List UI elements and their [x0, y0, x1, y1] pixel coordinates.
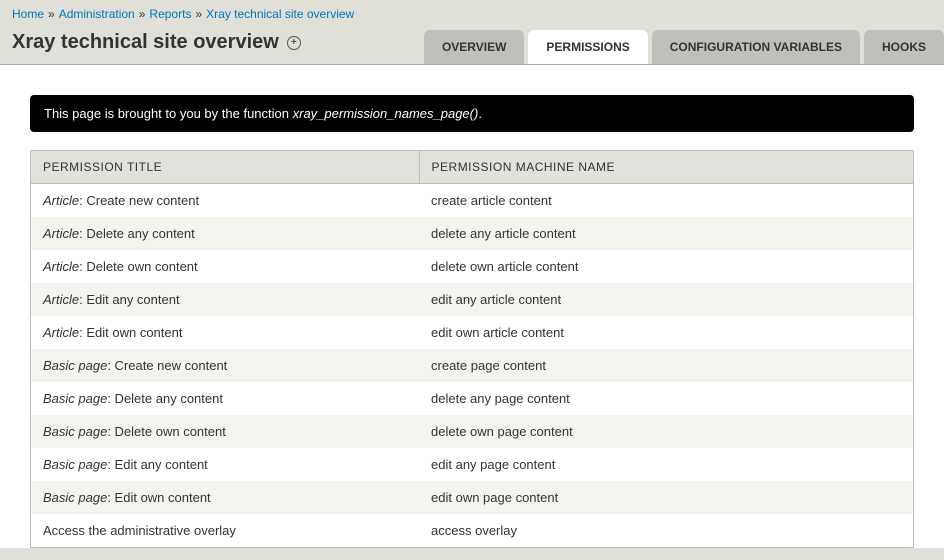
- table-row: Article: Delete own contentdelete own ar…: [31, 250, 914, 283]
- banner-prefix: This page is brought to you by the funct…: [44, 106, 293, 121]
- table-row: Article: Create new contentcreate articl…: [31, 184, 914, 218]
- permission-title-cell: Basic page: Delete any content: [31, 382, 420, 415]
- permission-prefix: Article: [43, 193, 79, 208]
- permission-machine-cell: delete own page content: [419, 415, 913, 448]
- permission-title-cell: Article: Delete own content: [31, 250, 420, 283]
- permission-machine-cell: edit own page content: [419, 481, 913, 514]
- table-row: Article: Edit own contentedit own articl…: [31, 316, 914, 349]
- permission-machine-cell: access overlay: [419, 514, 913, 548]
- tab-overview[interactable]: OVERVIEW: [424, 30, 524, 64]
- table-row: Basic page: Edit any contentedit any pag…: [31, 448, 914, 481]
- permission-machine-cell: create page content: [419, 349, 913, 382]
- page-title: Xray technical site overview +: [12, 27, 301, 64]
- breadcrumb-link[interactable]: Administration: [59, 7, 135, 21]
- permission-prefix: Basic page: [43, 424, 107, 439]
- permission-title-cell: Article: Edit own content: [31, 316, 420, 349]
- permission-title-cell: Article: Delete any content: [31, 217, 420, 250]
- breadcrumb: Home»Administration»Reports»Xray technic…: [12, 7, 932, 21]
- column-header-title[interactable]: PERMISSION TITLE: [31, 151, 420, 184]
- table-row: Basic page: Create new contentcreate pag…: [31, 349, 914, 382]
- banner-suffix: .: [478, 106, 482, 121]
- permission-title-cell: Basic page: Create new content: [31, 349, 420, 382]
- permission-prefix: Basic page: [43, 457, 107, 472]
- banner-function: xray_permission_names_page(): [293, 106, 479, 121]
- tab-hooks[interactable]: HOOKS: [864, 30, 944, 64]
- expand-icon[interactable]: +: [287, 36, 301, 50]
- info-banner: This page is brought to you by the funct…: [30, 95, 914, 132]
- permission-title-cell: Basic page: Edit own content: [31, 481, 420, 514]
- table-row: Basic page: Delete own contentdelete own…: [31, 415, 914, 448]
- permission-prefix: Basic page: [43, 391, 107, 406]
- permission-machine-cell: delete any article content: [419, 217, 913, 250]
- permission-title-cell: Basic page: Delete own content: [31, 415, 420, 448]
- permission-prefix: Basic page: [43, 358, 107, 373]
- tabs: OVERVIEWPERMISSIONSCONFIGURATION VARIABL…: [424, 30, 944, 64]
- permission-machine-cell: edit any page content: [419, 448, 913, 481]
- breadcrumb-link[interactable]: Xray technical site overview: [206, 7, 354, 21]
- column-header-machine[interactable]: PERMISSION MACHINE NAME: [419, 151, 913, 184]
- permission-machine-cell: delete any page content: [419, 382, 913, 415]
- content-area: This page is brought to you by the funct…: [0, 65, 944, 548]
- topbar: Home»Administration»Reports»Xray technic…: [0, 0, 944, 25]
- permission-title-cell: Article: Edit any content: [31, 283, 420, 316]
- permission-title-cell: Article: Create new content: [31, 184, 420, 218]
- tab-permissions[interactable]: PERMISSIONS: [528, 30, 647, 64]
- breadcrumb-separator: »: [139, 7, 146, 21]
- permission-machine-cell: create article content: [419, 184, 913, 218]
- permission-title-cell: Basic page: Edit any content: [31, 448, 420, 481]
- table-row: Article: Delete any contentdelete any ar…: [31, 217, 914, 250]
- permissions-table: PERMISSION TITLE PERMISSION MACHINE NAME…: [30, 150, 914, 548]
- permission-machine-cell: edit any article content: [419, 283, 913, 316]
- permission-machine-cell: edit own article content: [419, 316, 913, 349]
- table-row: Article: Edit any contentedit any articl…: [31, 283, 914, 316]
- breadcrumb-link[interactable]: Home: [12, 7, 44, 21]
- breadcrumb-link[interactable]: Reports: [149, 7, 191, 21]
- table-row: Access the administrative overlayaccess …: [31, 514, 914, 548]
- permission-title-cell: Access the administrative overlay: [31, 514, 420, 548]
- permission-prefix: Article: [43, 292, 79, 307]
- header-row: Xray technical site overview + OVERVIEWP…: [0, 25, 944, 65]
- breadcrumb-separator: »: [195, 7, 202, 21]
- table-row: Basic page: Edit own contentedit own pag…: [31, 481, 914, 514]
- breadcrumb-separator: »: [48, 7, 55, 21]
- permission-prefix: Article: [43, 226, 79, 241]
- permission-prefix: Basic page: [43, 490, 107, 505]
- page-title-text: Xray technical site overview: [12, 31, 279, 54]
- permission-prefix: Article: [43, 259, 79, 274]
- table-row: Basic page: Delete any contentdelete any…: [31, 382, 914, 415]
- tab-configuration-variables[interactable]: CONFIGURATION VARIABLES: [652, 30, 860, 64]
- permission-machine-cell: delete own article content: [419, 250, 913, 283]
- permission-prefix: Article: [43, 325, 79, 340]
